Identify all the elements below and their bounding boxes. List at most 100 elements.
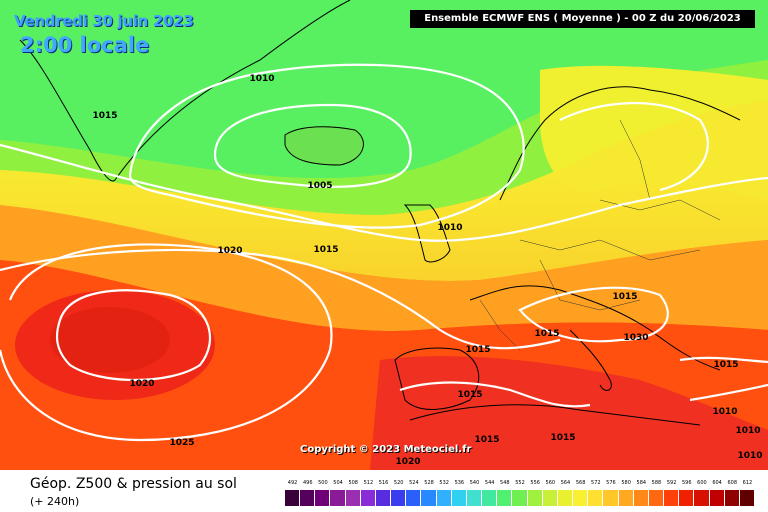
isobar-1010-scandinavia [559,101,709,192]
isobar-label: 1010 [735,426,761,436]
scale-tick-label: 564 [560,480,571,486]
scale-tick-label: 556 [530,480,540,486]
scale-swatch [497,490,512,506]
scale-tick-label: 604 [712,480,722,486]
isobar-label: 1015 [313,245,339,255]
z500-zone-green [0,0,768,179]
scale-swatch [633,490,648,506]
isobar-1005 [213,103,412,188]
scale-swatch [694,490,709,506]
isobar-label: 1015 [92,111,118,121]
isobar-label: 1010 [249,74,275,84]
scale-swatch [345,490,360,506]
scale-tick-label: 592 [666,480,677,486]
greenland-coast [19,0,351,182]
italy-coast [569,329,612,391]
scale-tick-label: 544 [484,480,495,486]
isobar-1015-central [518,286,669,343]
isobar-1025 [0,243,333,442]
scale-tick-label: 572 [591,480,601,486]
scale-swatch [482,490,497,506]
borders [479,119,721,351]
z500-zone-orange [0,205,768,331]
scale-tick-label: 612 [742,480,753,486]
scale-tick-label: 560 [545,480,556,486]
iceland-coast [284,126,364,166]
valid-date: Vendredi 30 juin 2023 [14,12,194,30]
scale-swatch [557,490,573,506]
isobar-label: 1020 [217,246,243,256]
scale-swatch [709,490,724,506]
scandinavia-coast [499,86,741,201]
isobars [0,63,768,442]
coastlines [19,0,741,426]
scale-tick-label: 588 [651,480,662,486]
valid-time: 2:00 locale [20,33,150,57]
border-4 [619,119,651,201]
scale-tick-label: 500 [318,480,328,486]
isobar-label: 1020 [129,379,155,389]
scale-swatch [542,490,557,506]
scale-swatch [664,490,679,506]
scale-tick-label: 512 [363,480,374,486]
geopotential-map [0,0,768,470]
border-2 [539,259,641,311]
model-run-banner: Ensemble ECMWF ENS ( Moyenne ) - 00 Z du… [410,10,755,28]
scale-tick-label: 608 [727,480,738,486]
scale-swatch [739,490,754,506]
scale-tick-label: 540 [469,480,480,486]
scale-swatch [679,490,694,506]
z500-zone-yellow-south [0,100,768,281]
isobar-1030 [55,289,212,382]
scale-swatch [375,490,391,506]
isobar-label: 1020 [395,457,421,467]
isobar-label: 1015 [713,360,739,370]
scale-swatch [618,490,633,506]
scale-swatch [512,490,527,506]
scale-tick-label: 496 [302,480,313,486]
border-5 [479,299,521,351]
isobar-label: 1005 [307,181,333,191]
scale-tick-label: 528 [424,480,434,486]
scale-swatch [527,490,542,506]
border-1 [519,239,701,261]
scale-tick-label: 584 [636,480,647,486]
isobar-label: 1010 [712,407,738,417]
scale-swatch [648,490,664,506]
scale-tick-label: 580 [621,480,631,486]
isobar-label: 1030 [623,333,649,343]
scale-tick-label: 548 [500,480,510,486]
z500-high-inner [50,307,170,373]
isobar-label: 1015 [465,345,491,355]
isobar-1020 [0,248,561,350]
isobar-label: 1010 [737,451,763,461]
isobar-label: 1025 [169,438,195,448]
scale-tick-label: 596 [681,480,692,486]
scale-swatch [588,490,603,506]
scale-tick-label: 524 [409,480,419,486]
scale-swatch [300,490,315,506]
scale-tick-label: 520 [393,480,404,486]
isobar-label: 1015 [534,329,560,339]
scale-swatch [466,490,482,506]
north-africa-coast [409,404,701,426]
lead-time: (+ 240h) [30,495,80,508]
scale-tick-label: 516 [378,480,389,486]
scale-swatch [451,490,466,506]
europe-coast [469,285,721,371]
isobar-label: 1010 [437,223,463,233]
scale-tick-label: 576 [606,480,616,486]
scale-tick-label: 492 [287,480,298,486]
scale-tick-label: 508 [348,480,358,486]
scale-tick-label: 532 [439,480,449,486]
copyright-notice: Copyright © 2023 Meteociel.fr [300,444,472,455]
iberia-coast [394,347,480,410]
product-title: Géop. Z500 & pression au sol [30,476,237,492]
isobar-1010-low [128,63,525,229]
scale-swatch [285,490,300,506]
scale-tick-label: 504 [333,480,343,486]
isobar-label: 1015 [474,435,500,445]
scale-swatch [391,490,406,506]
scale-swatch [406,490,421,506]
isobar-label: 1015 [457,390,483,400]
